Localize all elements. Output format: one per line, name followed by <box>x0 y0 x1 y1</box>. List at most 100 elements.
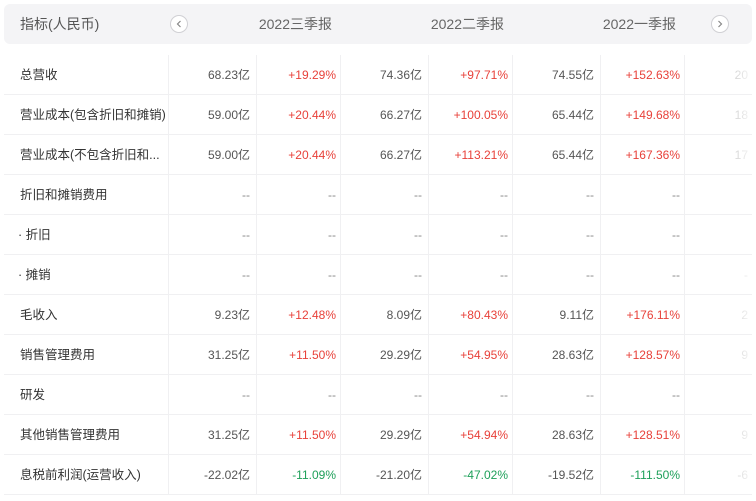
yoy-change-cell: -- <box>672 388 680 402</box>
yoy-change-cell: +11.50% <box>289 348 336 362</box>
yoy-change-cell: -- <box>672 228 680 242</box>
value-cell: 9.11亿 <box>559 308 594 322</box>
yoy-change-cell: +113.21% <box>454 148 509 162</box>
column-divider <box>512 455 513 495</box>
truncated-next-column-cell: 2 <box>741 308 748 322</box>
row-label: 息税前利润(运营收入) <box>20 468 141 482</box>
column-divider <box>340 175 341 215</box>
value-cell: 31.25亿 <box>207 428 250 442</box>
table-row: 息税前利润(运营收入) -22.02亿 -11.09% -21.20亿 -47.02% -… <box>4 455 752 495</box>
column-divider <box>340 375 341 415</box>
column-divider <box>684 335 685 375</box>
column-divider <box>256 335 257 375</box>
value-cell: 68.23亿 <box>207 68 250 82</box>
next-period-button[interactable] <box>711 15 729 33</box>
column-divider <box>512 375 513 415</box>
column-divider <box>256 135 257 175</box>
column-divider <box>512 175 513 215</box>
truncated-next-column-cell: -6 <box>737 468 748 482</box>
table-row: 毛收入 9.23亿 +12.48% 8.09亿 +80.43% 9.11亿 +176.11%… <box>4 295 752 335</box>
row-label: 折旧和摊销费用 <box>20 188 108 202</box>
column-divider <box>428 95 429 135</box>
column-divider <box>600 335 601 375</box>
truncated-next-column-cell: 9 <box>741 428 748 442</box>
column-divider <box>340 455 341 495</box>
column-divider <box>600 95 601 135</box>
column-divider <box>168 175 169 215</box>
column-divider <box>256 415 257 455</box>
yoy-change-cell: +128.57% <box>625 348 680 362</box>
chevron-right-icon <box>718 20 723 28</box>
yoy-change-cell: -- <box>500 388 508 402</box>
column-divider <box>168 455 169 495</box>
financial-table: 总营收 68.23亿 +19.29% 74.36亿 +97.71% 74.55亿 +152.… <box>4 55 752 495</box>
column-divider <box>600 415 601 455</box>
period-header-q3: 2022三季报 <box>258 16 332 32</box>
yoy-change-cell: +54.94% <box>460 428 508 442</box>
value-cell: 28.63亿 <box>551 428 594 442</box>
column-divider <box>600 135 601 175</box>
prev-period-button[interactable] <box>170 15 188 33</box>
column-divider <box>428 175 429 215</box>
column-divider <box>512 295 513 335</box>
table-row: · 折旧 -- -- -- -- -- -- <box>4 215 752 255</box>
column-divider <box>340 55 341 95</box>
yoy-change-cell: -- <box>328 228 336 242</box>
row-label: 研发 <box>20 388 46 402</box>
value-cell: 28.63亿 <box>551 348 594 362</box>
column-divider <box>684 255 685 295</box>
table-row: 其他销售管理费用 31.25亿 +11.50% 29.29亿 +54.94% 28.63亿… <box>4 415 752 455</box>
value-cell: 65.44亿 <box>551 108 594 122</box>
column-divider <box>256 375 257 415</box>
column-divider <box>684 135 685 175</box>
column-divider <box>512 55 513 95</box>
column-divider <box>600 255 601 295</box>
table-header: 指标(人民币) 2022三季报 2022二季报 2022一季报 <box>4 4 752 44</box>
column-divider <box>684 215 685 255</box>
table-row: · 摊销 -- -- -- -- -- -- - <box>4 255 752 295</box>
value-cell: -- <box>414 388 422 402</box>
column-divider <box>340 295 341 335</box>
row-label: 销售管理费用 <box>20 348 96 362</box>
column-divider <box>340 135 341 175</box>
yoy-change-cell: -- <box>500 188 508 202</box>
truncated-next-column-cell <box>694 215 748 255</box>
yoy-change-cell: +97.71% <box>460 68 508 82</box>
column-divider <box>428 455 429 495</box>
column-divider <box>256 95 257 135</box>
column-divider <box>684 55 685 95</box>
chevron-left-icon <box>176 20 181 28</box>
value-cell: 31.25亿 <box>207 348 250 362</box>
column-divider <box>684 375 685 415</box>
yoy-change-cell: -- <box>328 268 336 282</box>
table-row: 销售管理费用 31.25亿 +11.50% 29.29亿 +54.95% 28.63亿 +1… <box>4 335 752 375</box>
column-divider <box>684 415 685 455</box>
value-cell: -- <box>586 188 594 202</box>
yoy-change-cell: -11.09% <box>292 468 336 482</box>
value-cell: -- <box>242 228 250 242</box>
value-cell: -- <box>414 188 422 202</box>
truncated-next-column-cell <box>694 175 748 215</box>
value-cell: 8.09亿 <box>386 308 422 322</box>
column-divider <box>600 455 601 495</box>
yoy-change-cell: +176.11% <box>626 308 681 322</box>
value-cell: -- <box>242 188 250 202</box>
value-cell: 74.36亿 <box>379 68 422 82</box>
yoy-change-cell: +128.51% <box>625 428 680 442</box>
yoy-change-cell: +19.29% <box>288 68 336 82</box>
yoy-change-cell: +54.95% <box>460 348 508 362</box>
truncated-next-column-cell <box>694 375 748 415</box>
table-row: 营业成本(不包含折旧和... 59.00亿 +20.44% 66.27亿 +113.21… <box>4 135 752 175</box>
column-divider <box>512 335 513 375</box>
truncated-next-column-cell: 17 <box>734 148 748 162</box>
row-label: 营业成本(不包含折旧和... <box>20 148 160 162</box>
indicator-column-header: 指标(人民币) <box>20 16 100 32</box>
column-divider <box>600 175 601 215</box>
yoy-change-cell: -- <box>328 188 336 202</box>
column-divider <box>428 295 429 335</box>
value-cell: -- <box>242 388 250 402</box>
column-divider <box>168 95 169 135</box>
column-divider <box>168 255 169 295</box>
yoy-change-cell: +11.50% <box>289 428 336 442</box>
value-cell: -- <box>586 388 594 402</box>
